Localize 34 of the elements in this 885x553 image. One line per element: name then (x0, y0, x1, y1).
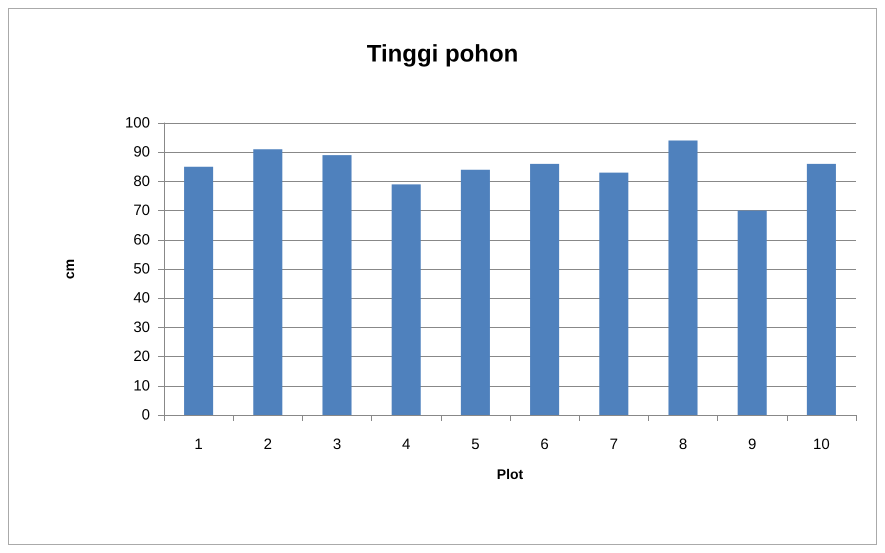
y-tick-label: 30 (133, 318, 150, 336)
y-tick-label: 90 (133, 144, 150, 161)
x-tick-label: 3 (332, 436, 342, 453)
y-tick-label: 100 (124, 114, 150, 132)
y-axis-title: cm (61, 258, 77, 280)
bar (184, 166, 214, 415)
x-tick-label: 10 (813, 436, 830, 453)
y-tick-label: 70 (133, 202, 150, 220)
x-tick-label: 9 (748, 436, 756, 453)
bar (599, 172, 628, 415)
bar (668, 140, 698, 415)
y-tick-label: 10 (133, 377, 150, 394)
bar (253, 149, 282, 415)
y-tick-label: 20 (133, 348, 150, 366)
bar (738, 210, 767, 415)
x-tick-label: 6 (540, 436, 549, 453)
bar (322, 155, 352, 415)
y-tick-label: 80 (133, 172, 150, 190)
x-tick-label: 1 (194, 436, 203, 453)
bar (806, 164, 836, 415)
x-axis-title: Plot (496, 466, 524, 482)
x-tick-label: 5 (471, 436, 480, 453)
x-tick-label: 8 (678, 436, 688, 453)
y-tick-label: 40 (133, 290, 150, 307)
x-tick-label: 4 (402, 436, 410, 453)
bar (530, 164, 560, 415)
y-tick-label: 50 (133, 260, 150, 278)
bar (460, 170, 490, 415)
chart-title: Tinggi pohon (366, 40, 518, 68)
y-tick-label: 60 (133, 231, 150, 248)
x-tick-label: 2 (264, 436, 272, 453)
x-tick-label: 7 (610, 436, 618, 453)
bar (392, 184, 421, 415)
y-tick-label: 0 (142, 406, 150, 424)
